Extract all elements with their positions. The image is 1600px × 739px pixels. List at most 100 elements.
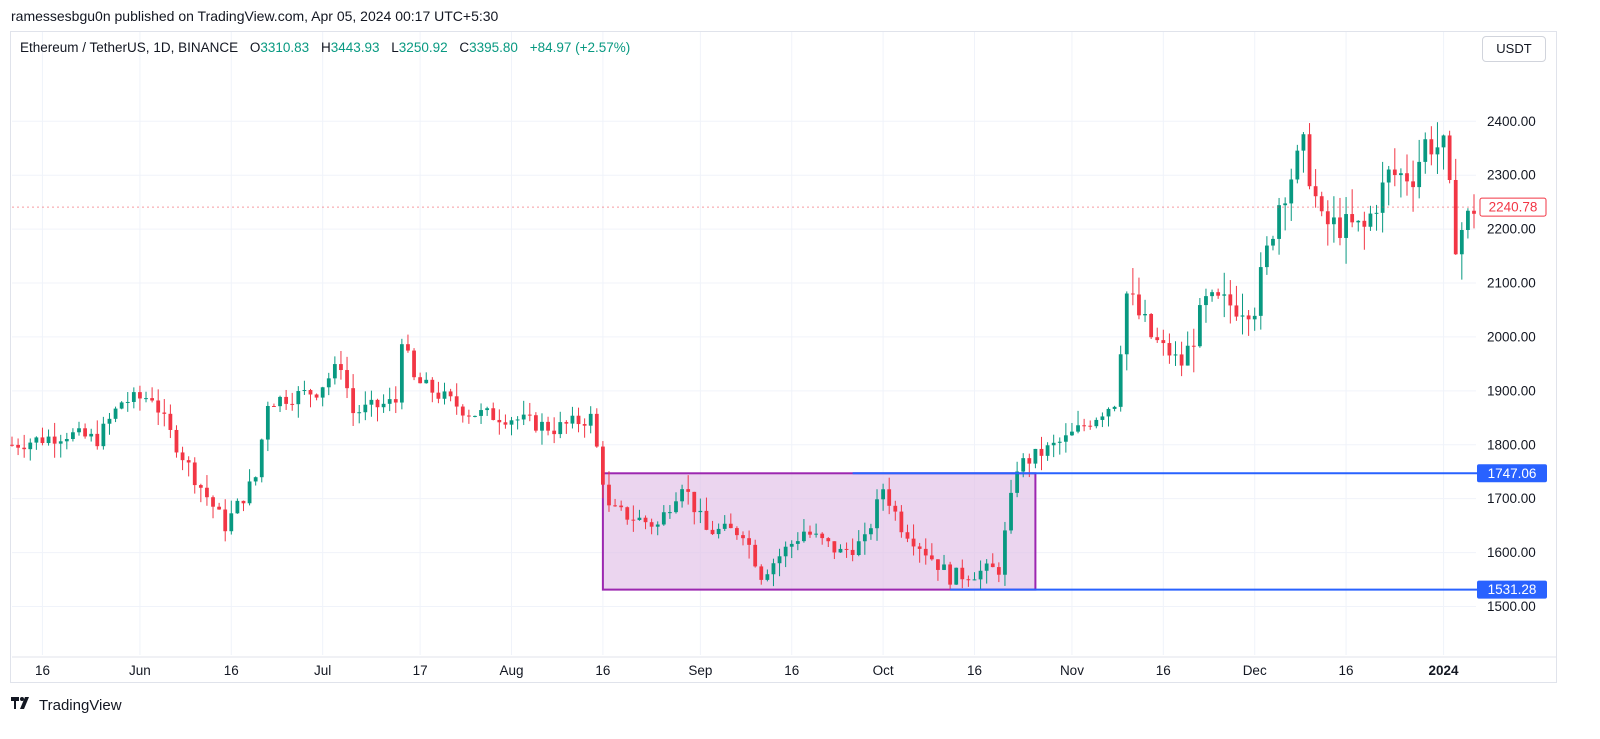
chart-frame [10, 31, 1557, 683]
candle-body [619, 505, 624, 508]
candle-body [893, 505, 898, 512]
candle-body [1027, 458, 1032, 464]
candle-body [454, 396, 459, 407]
candle-body [869, 528, 873, 535]
candle-body [546, 421, 550, 431]
candle-body [1271, 238, 1275, 246]
y-tick-label: 1500.00 [1487, 599, 1536, 614]
candle-body [521, 414, 526, 420]
candle-body [540, 421, 544, 431]
candle-body [1453, 180, 1458, 255]
candle-body [601, 446, 605, 485]
candle-body [339, 364, 343, 371]
candle-body [795, 541, 800, 544]
candle-body [996, 567, 1001, 575]
footer-brand[interactable]: TradingView [39, 697, 122, 714]
candle-body [144, 398, 148, 400]
candle-body [278, 396, 282, 407]
candle-body [1313, 186, 1318, 197]
candle-body [990, 563, 995, 568]
candle-body [229, 513, 234, 532]
y-tick-label: 1700.00 [1487, 491, 1536, 506]
candle-body [186, 460, 191, 463]
candle-body [1015, 471, 1020, 493]
candle-body [1307, 134, 1312, 187]
candle-body [10, 444, 14, 446]
candle-body [881, 489, 885, 500]
candle-body [1045, 445, 1050, 456]
candle-body [564, 422, 569, 424]
candle-body [1283, 203, 1288, 206]
candle-body [826, 538, 831, 542]
candle-body [174, 429, 179, 453]
candle-body [107, 418, 112, 424]
candle-body [345, 370, 349, 389]
level-price-label: 1531.28 [1488, 582, 1537, 597]
candle-body [1350, 214, 1355, 223]
tradingview-logo-icon[interactable] [11, 696, 33, 715]
y-tick-label: 2400.00 [1487, 114, 1536, 129]
candle-body [460, 406, 465, 416]
low-label: L [391, 40, 399, 55]
candle-body [1338, 217, 1342, 238]
candle-body [1161, 340, 1166, 344]
published-line: ramessesbgu0n published on TradingView.c… [11, 8, 499, 24]
candle-body [497, 419, 502, 423]
candle-body [34, 437, 39, 443]
level-price-label: 1747.06 [1488, 466, 1537, 481]
candle-body [1197, 305, 1202, 347]
candle-body [735, 528, 739, 536]
candle-body [820, 533, 825, 539]
x-tick-label: Sep [688, 663, 712, 678]
candle-body [1039, 448, 1044, 456]
candle-body [430, 379, 435, 393]
x-tick-label: 16 [784, 663, 799, 678]
candle-body [52, 436, 57, 444]
candle-body [1392, 169, 1397, 176]
candle-body [1070, 431, 1074, 436]
candle-body [594, 413, 599, 447]
candle-body [1130, 293, 1135, 295]
candle-body [95, 433, 100, 447]
candle-body [46, 436, 51, 444]
candle-body [259, 439, 264, 478]
y-tick-label: 1900.00 [1487, 383, 1536, 398]
candle-body [314, 394, 319, 398]
candle-body [1435, 147, 1440, 155]
candle-body [138, 392, 142, 399]
candle-body [765, 574, 770, 580]
x-tick-label: 16 [224, 663, 239, 678]
candle-body [899, 511, 904, 533]
candle-body [929, 555, 934, 560]
candle-body [162, 412, 167, 414]
open-label: O [249, 40, 261, 55]
candle-body [1204, 296, 1208, 306]
y-tick-label: 1800.00 [1487, 437, 1536, 452]
candle-body [588, 413, 593, 426]
candle-body [1003, 530, 1007, 575]
x-tick-label: Nov [1060, 663, 1084, 678]
candle-body [661, 512, 666, 525]
candle-body [503, 422, 508, 425]
candle-body [1106, 408, 1111, 417]
candle-body [491, 408, 496, 420]
symbol-title[interactable]: Ethereum / TetherUS, 1D, BINANCE [20, 40, 239, 55]
candle-body [850, 549, 855, 555]
candle-body [473, 415, 477, 417]
currency-button[interactable]: USDT [1482, 36, 1546, 62]
candle-body [113, 408, 118, 419]
candle-body [180, 452, 185, 461]
candle-body [948, 564, 953, 585]
candle-body [101, 423, 106, 447]
x-tick-label: 16 [595, 663, 610, 678]
candle-body [1210, 292, 1214, 297]
candle-body [217, 506, 222, 510]
candle-body [412, 350, 416, 378]
candle-body [649, 522, 654, 527]
candle-body [241, 500, 246, 504]
candle-body [814, 533, 818, 535]
candle-body [1222, 294, 1227, 296]
x-tick-label: 16 [35, 663, 50, 678]
candle-body [515, 419, 520, 421]
